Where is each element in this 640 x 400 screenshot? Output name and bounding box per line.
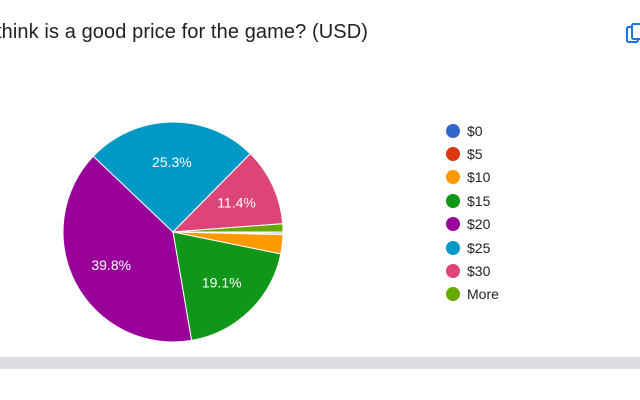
chart-legend: $0 $5 $10 $15 $20 $25 $30 More xyxy=(446,119,566,306)
legend-label: $20 xyxy=(467,216,491,233)
pie-slices xyxy=(62,121,284,343)
legend-swatch xyxy=(446,264,460,279)
legend-label: More xyxy=(467,286,499,303)
legend-swatch xyxy=(446,123,460,138)
legend-swatch xyxy=(446,240,460,255)
pie-value-label: 11.4% xyxy=(217,195,256,211)
legend-swatch xyxy=(446,147,460,162)
pie-slice-15[interactable] xyxy=(172,231,282,341)
legend-item-5[interactable]: $5 xyxy=(446,142,566,165)
pie-value-label: 39.8% xyxy=(91,257,131,273)
legend-item-more[interactable]: More xyxy=(446,283,566,306)
section-divider xyxy=(0,357,640,369)
pie-slice-25[interactable] xyxy=(92,121,251,233)
pie-slice-20[interactable] xyxy=(62,155,193,343)
legend-swatch xyxy=(446,193,460,208)
legend-item-10[interactable]: $10 xyxy=(446,166,566,189)
legend-swatch xyxy=(446,170,460,185)
pie-value-labels: 19.1% 39.8% 25.3% 11.4% xyxy=(91,154,255,290)
legend-label: $30 xyxy=(467,263,491,280)
legend-item-20[interactable]: $20 xyxy=(446,213,566,236)
legend-label: $5 xyxy=(467,146,483,163)
pie-slice-more[interactable] xyxy=(172,223,284,233)
legend-swatch xyxy=(446,217,460,232)
legend-item-25[interactable]: $25 xyxy=(446,236,566,259)
legend-label: $0 xyxy=(467,122,483,139)
legend-item-30[interactable]: $30 xyxy=(446,259,566,282)
legend-item-0[interactable]: $0 xyxy=(446,119,566,142)
legend-label: $10 xyxy=(467,169,491,186)
legend-label: $25 xyxy=(467,239,491,256)
pie-value-label: 19.1% xyxy=(202,274,242,290)
pie-value-label: 25.3% xyxy=(152,154,192,170)
question-title: think is a good price for the game? (USD… xyxy=(0,21,369,43)
legend-swatch xyxy=(446,287,460,302)
legend-label: $15 xyxy=(467,192,491,209)
pie-slice-30[interactable] xyxy=(171,153,284,233)
copy-icon[interactable] xyxy=(626,23,640,45)
legend-item-15[interactable]: $15 xyxy=(446,189,566,212)
